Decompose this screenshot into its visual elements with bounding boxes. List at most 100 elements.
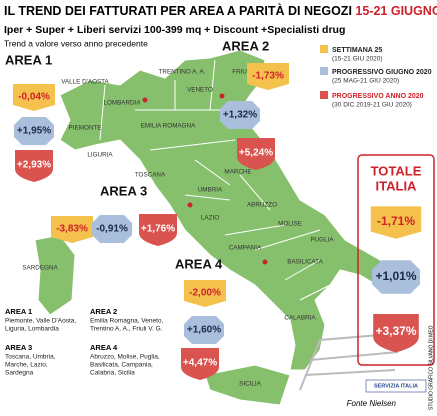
badge-value: -1,71% xyxy=(377,214,415,228)
badge-value: +3,37% xyxy=(375,324,416,338)
logo-box xyxy=(365,379,427,393)
region-borders xyxy=(99,59,331,301)
badge xyxy=(13,84,55,111)
badge-value: +1,60% xyxy=(187,325,221,336)
region-label: BASILICATA xyxy=(287,259,323,266)
legend-label: PROGRESSIVO ANNO 2020 xyxy=(332,93,424,100)
region-label: TOSCANA xyxy=(135,172,166,179)
credit: STUDIO GRAFICO SILVANO DI MEO xyxy=(428,325,434,410)
badge-value: -3,83% xyxy=(56,224,88,235)
region-label: SARDEGNA xyxy=(22,265,58,272)
badge-value: +4,47% xyxy=(183,358,217,369)
sardinia xyxy=(34,234,76,316)
city-dot xyxy=(262,259,268,265)
legend-swatch xyxy=(320,91,328,99)
total-title: TOTALE xyxy=(371,163,422,178)
note-title: AREA 4 xyxy=(90,343,118,352)
subtitle: Iper + Super + Liberi servizi 100-399 mq… xyxy=(4,24,345,36)
note-text: Liguria, Lombardia xyxy=(5,326,59,333)
badge xyxy=(247,63,289,90)
legend-sublabel: (30 DIC 2019-21 GIU 2020) xyxy=(332,102,412,109)
region-label: PUGLIA xyxy=(310,237,334,244)
badge-value: -1,73% xyxy=(252,71,284,82)
badge xyxy=(184,316,224,344)
city-dot xyxy=(142,97,148,103)
city-dots xyxy=(142,93,268,265)
legend-sublabel: (15-21 GIU 2020) xyxy=(332,56,383,63)
source: Fonte Nielsen xyxy=(347,399,397,408)
region-label: LIGURIA xyxy=(87,152,113,159)
region-label: EMILIA ROMAGNA xyxy=(141,123,196,130)
region-label: CAMPANIA xyxy=(229,245,262,252)
city-dot xyxy=(219,93,225,99)
badge-value: +1,32% xyxy=(223,110,257,121)
note-text: Emilia Romagna, Veneto, xyxy=(90,318,164,325)
map xyxy=(34,49,401,406)
badge xyxy=(51,216,93,243)
badge xyxy=(139,214,177,246)
legend-sublabel: (25 MAG-21 GIU 2020) xyxy=(332,78,399,85)
region-label: LAZIO xyxy=(201,215,219,222)
cart-wires xyxy=(304,351,399,376)
badge xyxy=(220,101,260,129)
badge-value: -2,00% xyxy=(189,288,221,299)
note-text: Basilicata, Campania, xyxy=(90,362,153,369)
area-label: AREA 2 xyxy=(222,38,269,53)
region-label: SICILIA xyxy=(239,381,261,388)
legend-label: PROGRESSIVO GIUGNO 2020 xyxy=(332,69,432,76)
badge-value: +2,93% xyxy=(17,160,51,171)
region-label: CALABRIA xyxy=(284,315,316,322)
region-label: ABRUZZO xyxy=(247,202,277,209)
title: IL TREND DEI FATTURATI PER AREA A PARITÀ… xyxy=(4,3,437,18)
note-text: Abruzzo, Molise, Puglia, xyxy=(90,354,160,361)
badge xyxy=(372,260,420,294)
logo: SERVIZIA ITALIA xyxy=(374,383,418,389)
note-text: Toscana, Umbria, xyxy=(5,354,56,361)
badge-value: +1,01% xyxy=(375,269,416,283)
title-date: 15-21 GIUGNO 2020 xyxy=(355,4,437,18)
note-text: Piemonte, Valle D'Aosta, xyxy=(5,318,76,325)
badge xyxy=(237,138,275,170)
badge xyxy=(184,280,226,307)
total-title: ITALIA xyxy=(376,178,418,193)
note-text: Trentino A. A., Friuli V. G. xyxy=(90,326,163,333)
badge xyxy=(14,117,54,145)
badge xyxy=(370,206,422,239)
badge xyxy=(15,150,53,182)
note: Trend a valore verso anno precedente xyxy=(4,38,148,48)
badge xyxy=(181,348,219,380)
total-box xyxy=(357,154,435,366)
badge-value: +1,76% xyxy=(141,224,175,235)
region-label: VALLE D'AOSTA xyxy=(61,79,109,86)
note-text: Marche, Lazio, xyxy=(5,362,48,369)
region-label: PIEMONTE xyxy=(69,125,102,132)
city-dot xyxy=(187,202,193,208)
sicily xyxy=(204,364,291,406)
badge xyxy=(373,314,419,353)
badge-value: -0,04% xyxy=(18,92,50,103)
legend-swatch xyxy=(320,67,328,75)
badge-value: +5,24% xyxy=(239,148,273,159)
region-label: MARCHE xyxy=(224,169,251,176)
note-text: Calabria, Sicilia xyxy=(90,370,135,377)
note-title: AREA 3 xyxy=(5,343,32,352)
region-label: LOMBARDIA xyxy=(103,100,141,107)
region-label: TRENTINO A. A. xyxy=(159,69,206,76)
legend-swatch xyxy=(320,45,328,53)
mainland xyxy=(59,49,401,371)
legend-label: SETTIMANA 25 xyxy=(332,47,382,54)
region-label: VENETO xyxy=(187,87,213,94)
note-title: AREA 2 xyxy=(90,307,117,316)
area-label: AREA 3 xyxy=(100,183,147,198)
badge-value: -0,91% xyxy=(96,224,128,235)
area-label: AREA 4 xyxy=(175,256,223,271)
area-label: AREA 1 xyxy=(5,52,52,67)
badge xyxy=(92,215,132,243)
title-text: IL TREND DEI FATTURATI PER AREA A PARITÀ… xyxy=(4,3,352,18)
badge-value: +1,95% xyxy=(17,126,51,137)
note-text: Sardegna xyxy=(5,370,34,377)
region-label: MOLISE xyxy=(278,221,302,228)
note-title: AREA 1 xyxy=(5,307,32,316)
region-label: UMBRIA xyxy=(198,187,223,194)
